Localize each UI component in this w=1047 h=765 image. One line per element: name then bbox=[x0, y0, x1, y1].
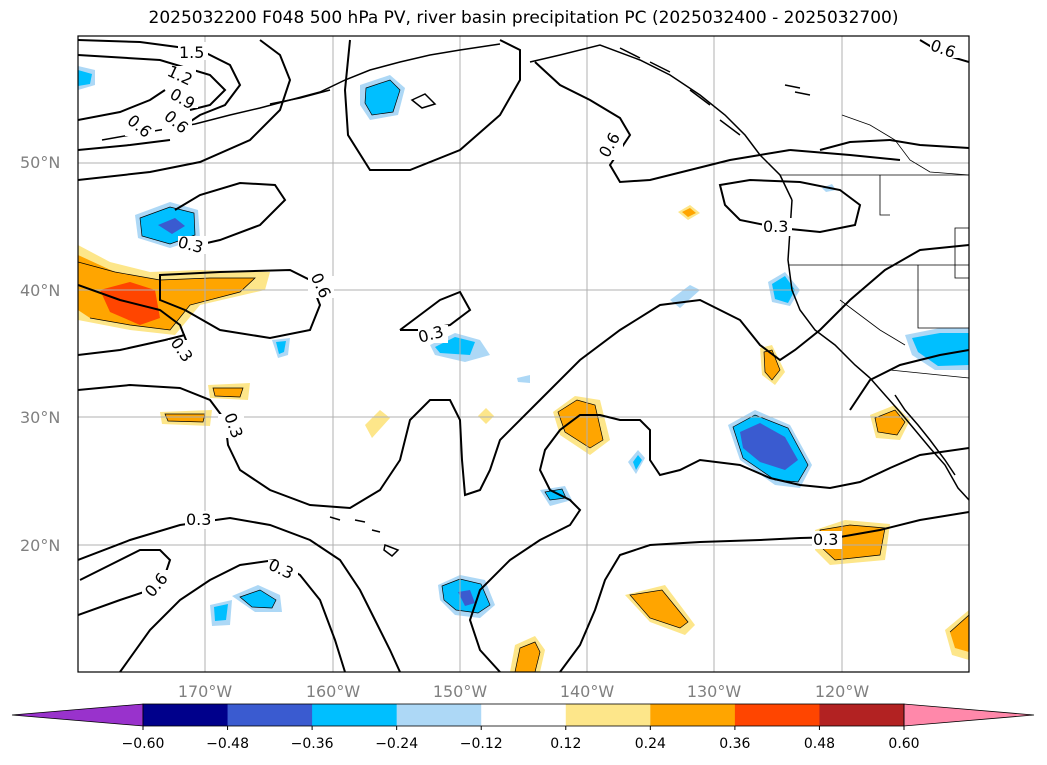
contour-label: 1.5 bbox=[179, 43, 204, 62]
longitude-labels: 170°W 160°W 150°W 140°W 130°W 120°W bbox=[178, 682, 870, 701]
precip-positive-blob bbox=[165, 414, 205, 422]
lat-label-30n: 30°N bbox=[20, 408, 60, 427]
lon-label-120w: 120°W bbox=[815, 682, 870, 701]
precip-positive-blob bbox=[682, 208, 696, 217]
colorbar-frame bbox=[142, 703, 905, 727]
chart-title: 2025032200 F048 500 hPa PV, river basin … bbox=[148, 8, 899, 28]
gridlines bbox=[78, 36, 969, 672]
lon-label-170w: 170°W bbox=[178, 682, 233, 701]
precip-positive-blob bbox=[478, 408, 494, 424]
colorbar-tick-label: −0.60 bbox=[122, 736, 165, 752]
colorbar-tick-label: −0.48 bbox=[206, 736, 249, 752]
precip-positive-blob bbox=[875, 410, 905, 435]
contour-label: 0.3 bbox=[813, 530, 838, 549]
map-area bbox=[78, 36, 969, 672]
colorbar-extend-min bbox=[11, 703, 144, 727]
precip-outlines bbox=[78, 79, 969, 672]
contour-label: 1.2 bbox=[164, 61, 195, 89]
precip-negative-blob bbox=[633, 455, 642, 470]
precip-strong-negative bbox=[740, 423, 798, 470]
colorbar-tick-label: −0.12 bbox=[460, 736, 503, 752]
colorbar-tick-label: −0.36 bbox=[291, 736, 334, 752]
colorbar-ticks: −0.60 −0.48 −0.36 −0.24 −0.12 0.12 0.24 0.36 0.4… bbox=[122, 726, 920, 752]
precip-negative-blob bbox=[545, 489, 566, 500]
precip-strong-negative bbox=[458, 590, 475, 606]
colorbar-tick-label: −0.24 bbox=[375, 736, 418, 752]
precip-negative-blob bbox=[912, 333, 969, 366]
coastlines bbox=[101, 43, 969, 557]
precip-negative-blob bbox=[365, 80, 400, 115]
colorbar-segment bbox=[312, 704, 398, 726]
precip-negative-blob bbox=[276, 341, 286, 354]
precip-positive-blob bbox=[515, 642, 540, 672]
precip-strong-negative bbox=[158, 218, 185, 234]
precip-positive-blob bbox=[950, 615, 969, 652]
contour-label: 0.6 bbox=[124, 111, 156, 142]
colorbar-tick-label: 0.24 bbox=[635, 736, 666, 752]
colorbar-segment bbox=[227, 704, 313, 726]
lon-label-160w: 160°W bbox=[306, 682, 361, 701]
map-frame bbox=[77, 35, 970, 673]
precip-positive-blob bbox=[630, 590, 688, 628]
contour-labels: 1.5 1.2 0.9 0.6 0.6 0.3 0.6 0.3 0.3 0.3 … bbox=[124, 35, 960, 601]
colorbar-extend-max bbox=[903, 703, 1035, 727]
latitude-labels: 50°N 40°N 30°N 20°N bbox=[20, 153, 60, 555]
precip-negative-blob bbox=[78, 70, 92, 86]
colorbar-segment bbox=[819, 704, 905, 726]
colorbar-segment bbox=[650, 704, 736, 726]
colorbar-segment bbox=[143, 704, 229, 726]
colorbar-segment bbox=[734, 704, 820, 726]
precip-positive-blob bbox=[764, 350, 780, 380]
lat-label-40n: 40°N bbox=[20, 281, 60, 300]
precip-negative-blob bbox=[214, 604, 228, 621]
precip-positive-blob bbox=[213, 388, 243, 397]
lon-label-130w: 130°W bbox=[687, 682, 742, 701]
colorbar-tick-label: 0.36 bbox=[719, 736, 750, 752]
borders bbox=[780, 114, 969, 379]
colorbar-tick-label: 0.48 bbox=[804, 736, 835, 752]
colorbar-segment bbox=[481, 704, 567, 726]
colorbar-tick-label: 0.12 bbox=[550, 736, 581, 752]
colorbar-tick-label: 0.60 bbox=[888, 736, 919, 752]
contour-label: 0.3 bbox=[763, 217, 788, 236]
colorbar-segment bbox=[396, 704, 482, 726]
precip-positive-blob bbox=[558, 400, 603, 448]
lat-label-20n: 20°N bbox=[20, 536, 60, 555]
precip-negative-blob bbox=[517, 375, 530, 383]
lat-label-50n: 50°N bbox=[20, 153, 60, 172]
colorbar-segment bbox=[565, 704, 651, 726]
lon-label-140w: 140°W bbox=[560, 682, 615, 701]
pv-contours bbox=[78, 39, 969, 672]
precip-positive-blob bbox=[365, 410, 390, 438]
lon-label-150w: 150°W bbox=[433, 682, 488, 701]
contour-label: 0.3 bbox=[186, 510, 211, 529]
precip-negative-blob bbox=[435, 337, 475, 355]
colorbar bbox=[11, 703, 1035, 727]
precip-negative-blob bbox=[670, 285, 700, 308]
